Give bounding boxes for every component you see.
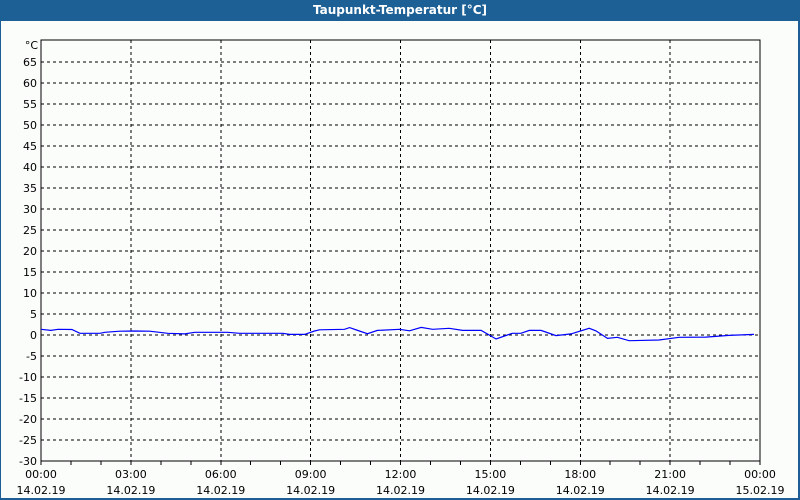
y-tick-label: -25 [19,434,37,447]
x-tick-date: 14.02.19 [646,484,695,497]
x-tick-date: 14.02.19 [196,484,245,497]
y-tick-label: 50 [23,119,37,132]
y-tick-label: -20 [19,413,37,426]
x-tick-time: 15:00 [475,468,507,481]
x-tick-time: 12:00 [385,468,417,481]
y-tick-label: 0 [30,329,37,342]
x-tick-time: 09:00 [295,468,327,481]
y-tick-label: 20 [23,245,37,258]
y-tick-label: -30 [19,455,37,468]
y-axis-unit-label: °C [25,39,39,52]
y-tick-label: -10 [19,371,37,384]
x-tick-date: 14.02.19 [466,484,515,497]
x-tick-date: 15.02.19 [736,484,785,497]
x-tick-time: 18:00 [564,468,596,481]
x-tick-time: 21:00 [654,468,686,481]
y-tick-label: 5 [30,308,37,321]
x-tick-date: 14.02.19 [106,484,155,497]
y-tick-label: 25 [23,224,37,237]
chart-canvas: °C -30 -25 -20 -15 -10 -5 0 5 10 15 20 25 30 35 40 45 50… [1,21,798,498]
y-tick-label: 55 [23,98,37,111]
y-tick-label: 30 [23,203,37,216]
plot-frame [40,39,761,462]
y-tick-label: -15 [19,392,37,405]
x-tick-date: 14.02.19 [17,484,66,497]
y-tick-label: 35 [23,182,37,195]
x-tick-time: 06:00 [205,468,237,481]
x-tick-date: 14.02.19 [286,484,335,497]
y-tick-label: -5 [26,350,37,363]
y-tick-label: 60 [23,77,37,90]
x-tick-time: 03:00 [115,468,147,481]
y-tick-label: 65 [23,56,37,69]
x-tick-time: 00:00 [744,468,776,481]
dewpoint-chart: °C -30 -25 -20 -15 -10 -5 0 5 10 15 20 25 30 35 40 45 50… [17,39,785,497]
window-title: Taupunkt-Temperatur [°C] [0,0,800,21]
dewpoint-series-line [40,326,755,342]
y-tick-label: 40 [23,161,37,174]
x-tick-time: 00:00 [25,468,57,481]
y-tick-label: 45 [23,140,37,153]
x-tick-date: 14.02.19 [556,484,605,497]
x-tick-date: 14.02.19 [376,484,425,497]
y-tick-label: 10 [23,287,37,300]
y-tick-label: 15 [23,266,37,279]
